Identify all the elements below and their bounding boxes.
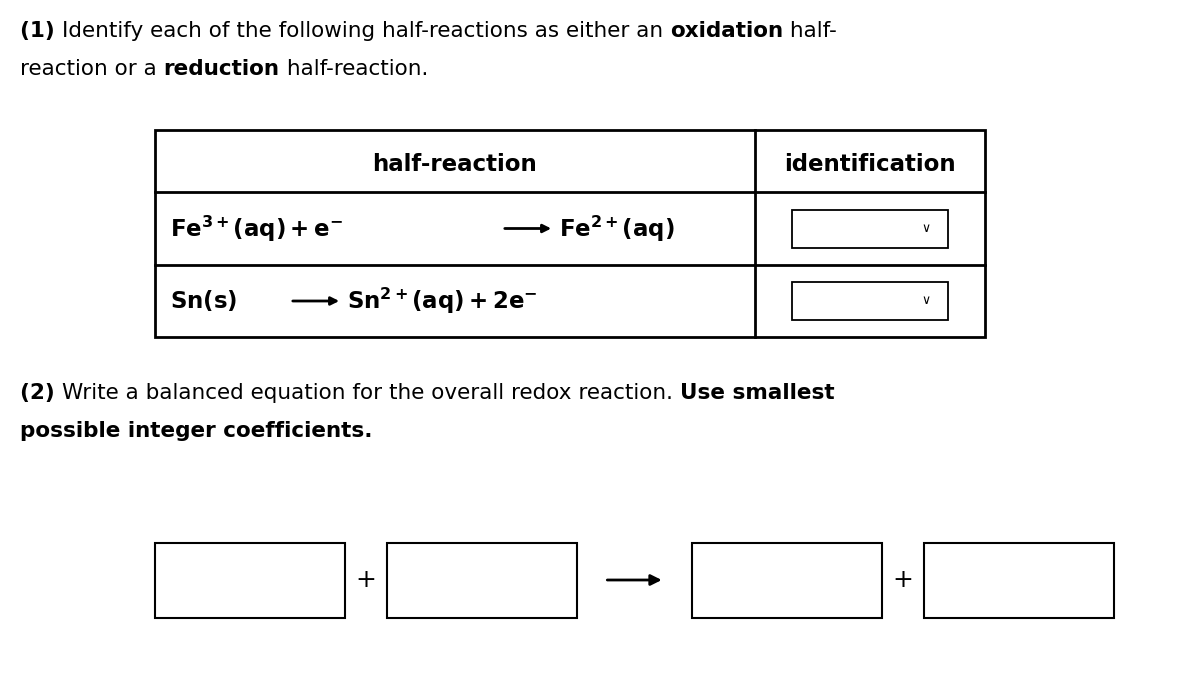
Bar (386, 543, 577, 617)
Text: +: + (893, 568, 913, 592)
Text: (1): (1) (20, 21, 62, 41)
Text: Identify each of the following half-reactions as either an: Identify each of the following half-reac… (62, 21, 671, 41)
Text: reduction: reduction (163, 59, 280, 79)
Text: ∨: ∨ (920, 222, 930, 235)
Text: $\mathbf{Fe^{3+}(aq) + e^{-}}$: $\mathbf{Fe^{3+}(aq) + e^{-}}$ (170, 214, 343, 244)
Text: half-: half- (784, 21, 838, 41)
Text: Write a balanced equation for the overall redox reaction.: Write a balanced equation for the overal… (62, 383, 680, 403)
Text: ∨: ∨ (920, 295, 930, 308)
Bar (792, 210, 948, 247)
Text: half-reaction.: half-reaction. (280, 59, 428, 79)
Text: +: + (355, 568, 377, 592)
Text: $\mathbf{Fe^{2+}(aq)}$: $\mathbf{Fe^{2+}(aq)}$ (559, 214, 674, 244)
Bar (924, 543, 1114, 617)
Bar (692, 543, 882, 617)
Text: oxidation: oxidation (671, 21, 784, 41)
Bar (155, 130, 985, 337)
Text: identification: identification (784, 153, 956, 177)
Text: $\mathbf{Sn(s)}$: $\mathbf{Sn(s)}$ (170, 288, 238, 314)
Text: possible integer coefficients.: possible integer coefficients. (20, 421, 372, 441)
Text: Use smallest: Use smallest (680, 383, 835, 403)
Text: half-reaction: half-reaction (373, 153, 538, 177)
Text: (2): (2) (20, 383, 62, 403)
Bar (155, 543, 346, 617)
Bar (792, 282, 948, 320)
Text: $\mathbf{Sn^{2+}(aq) + 2e^{-}}$: $\mathbf{Sn^{2+}(aq) + 2e^{-}}$ (347, 286, 538, 316)
Text: reaction or a: reaction or a (20, 59, 163, 79)
